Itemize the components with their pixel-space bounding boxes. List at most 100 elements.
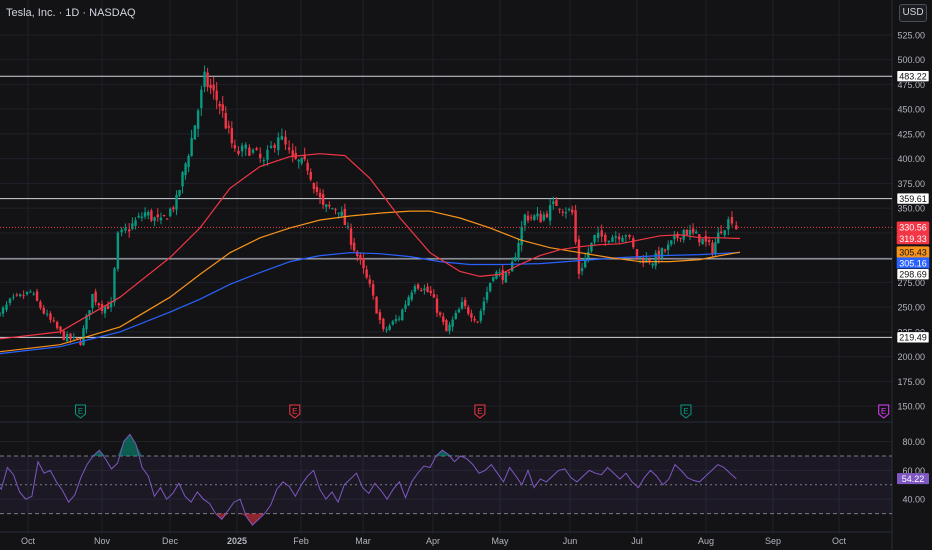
candle-body <box>698 234 701 243</box>
candle-body <box>735 225 738 230</box>
candle-body <box>109 301 113 308</box>
candle-body <box>617 236 621 240</box>
candle-body <box>679 237 682 239</box>
candle-body <box>676 233 679 239</box>
candle-body <box>704 235 708 242</box>
candle-body <box>632 238 635 248</box>
candle-body <box>169 208 172 217</box>
candle-body <box>580 268 584 272</box>
earnings-marker-label: E <box>292 407 297 416</box>
candle-body <box>88 310 91 316</box>
candle-body <box>423 288 426 291</box>
earnings-marker-label: E <box>683 407 688 416</box>
candle-body <box>321 194 325 205</box>
time-tick-label: Oct <box>21 536 36 546</box>
candle-body <box>65 334 69 342</box>
candle-body <box>300 157 303 164</box>
candle-body <box>526 215 530 221</box>
time-tick-label: Nov <box>94 536 111 546</box>
moving-average-mid <box>0 210 741 353</box>
currency-button[interactable]: USD <box>899 4 927 22</box>
candle-body <box>514 256 517 262</box>
candle-body <box>18 294 22 297</box>
candle-body <box>577 239 581 274</box>
candle-body <box>328 204 331 207</box>
candle-body <box>401 309 404 321</box>
candle-body <box>190 137 193 157</box>
price-axis-label-text: 219.49 <box>899 333 927 343</box>
candle-body <box>536 213 539 217</box>
candle-body <box>346 226 350 228</box>
earnings-marker-label: E <box>78 407 83 416</box>
price-tick-label: 175.00 <box>897 377 925 387</box>
price-axis-label: 298.69 <box>896 268 930 281</box>
candle-body <box>479 311 482 321</box>
candle-body <box>542 214 546 221</box>
candle-body <box>473 318 476 321</box>
candle-body <box>391 321 395 325</box>
candle-body <box>116 232 120 269</box>
candle-body <box>140 216 144 219</box>
candle-body <box>331 208 334 210</box>
candle-body <box>172 207 175 210</box>
candle-body <box>356 251 359 257</box>
earnings-marker[interactable]: E <box>680 404 692 419</box>
price-axis-label-text: 305.43 <box>899 248 927 258</box>
candle-body <box>159 217 163 221</box>
candle-body <box>727 219 730 230</box>
earnings-marker-shape <box>680 404 692 419</box>
candle-body <box>240 145 244 152</box>
candle-body <box>277 137 280 151</box>
moving-average-short <box>0 153 741 340</box>
price-axis-label-box <box>896 192 930 205</box>
candle-body <box>529 217 533 219</box>
candle-body <box>691 228 695 233</box>
candle-body <box>397 318 401 320</box>
candle-body <box>378 312 382 321</box>
candle-body <box>555 200 558 206</box>
earnings-marker-shape <box>878 404 890 419</box>
candle-body <box>52 320 55 322</box>
candle-body <box>723 230 726 236</box>
candle-body <box>485 291 489 300</box>
price-axis-label-box <box>896 232 930 245</box>
price-axis-label-text: 330.56 <box>899 223 927 233</box>
candle-body <box>638 256 642 258</box>
candle-body <box>75 337 79 339</box>
candle-body <box>55 322 59 329</box>
candle-body <box>457 309 461 313</box>
candle-body <box>284 136 287 145</box>
candle-body <box>8 298 12 304</box>
candle-body <box>533 215 536 220</box>
candle-body <box>365 269 368 278</box>
candle-body <box>196 110 200 129</box>
candle-body <box>39 301 42 308</box>
price-tick-label: 200.00 <box>897 352 925 362</box>
candle-body <box>150 210 153 221</box>
candle-body <box>711 242 714 255</box>
earnings-marker[interactable]: E <box>474 404 486 419</box>
candle-body <box>22 295 25 297</box>
rsi-last-label-text: 54.22 <box>902 474 925 484</box>
time-tick-label: Aug <box>698 536 714 546</box>
candle-body <box>587 251 590 259</box>
rsi-tick-label: 80.00 <box>902 437 925 447</box>
rsi-line <box>0 433 737 526</box>
candle-body <box>306 162 309 171</box>
candle-body <box>558 208 561 210</box>
price-tick-label: 525.00 <box>897 30 925 40</box>
candle-body <box>517 242 520 258</box>
candle-body <box>442 316 445 323</box>
candle-body <box>467 307 470 314</box>
earnings-marker[interactable]: E <box>289 404 301 419</box>
rsi-overbought-fill <box>93 434 455 456</box>
candle-body <box>730 217 734 224</box>
candle-body <box>488 282 492 292</box>
candle-body <box>388 325 391 330</box>
candle-body <box>269 145 273 148</box>
symbol-title[interactable]: Tesla, Inc. · 1D · NASDAQ <box>6 7 136 19</box>
earnings-marker[interactable]: E <box>878 404 890 419</box>
price-axis-label-box <box>896 268 930 281</box>
earnings-marker[interactable]: E <box>75 404 87 419</box>
